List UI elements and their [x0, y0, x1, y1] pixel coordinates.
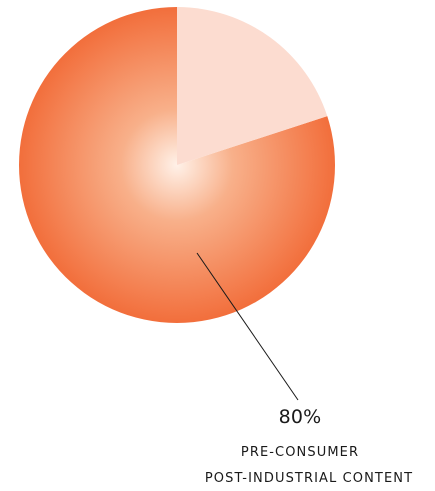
- data-label-percentage: 80%: [278, 406, 322, 428]
- pie-slice-pre-consumer: [19, 7, 336, 323]
- pie-slices: [19, 6, 336, 323]
- data-label-category-line1: PRE-CONSUMER: [240, 445, 360, 460]
- leader-line: [196, 252, 299, 401]
- data-label-category-line2: POST-INDUSTRIAL CONTENT: [204, 471, 414, 486]
- pie-slice-remainder: [177, 6, 328, 165]
